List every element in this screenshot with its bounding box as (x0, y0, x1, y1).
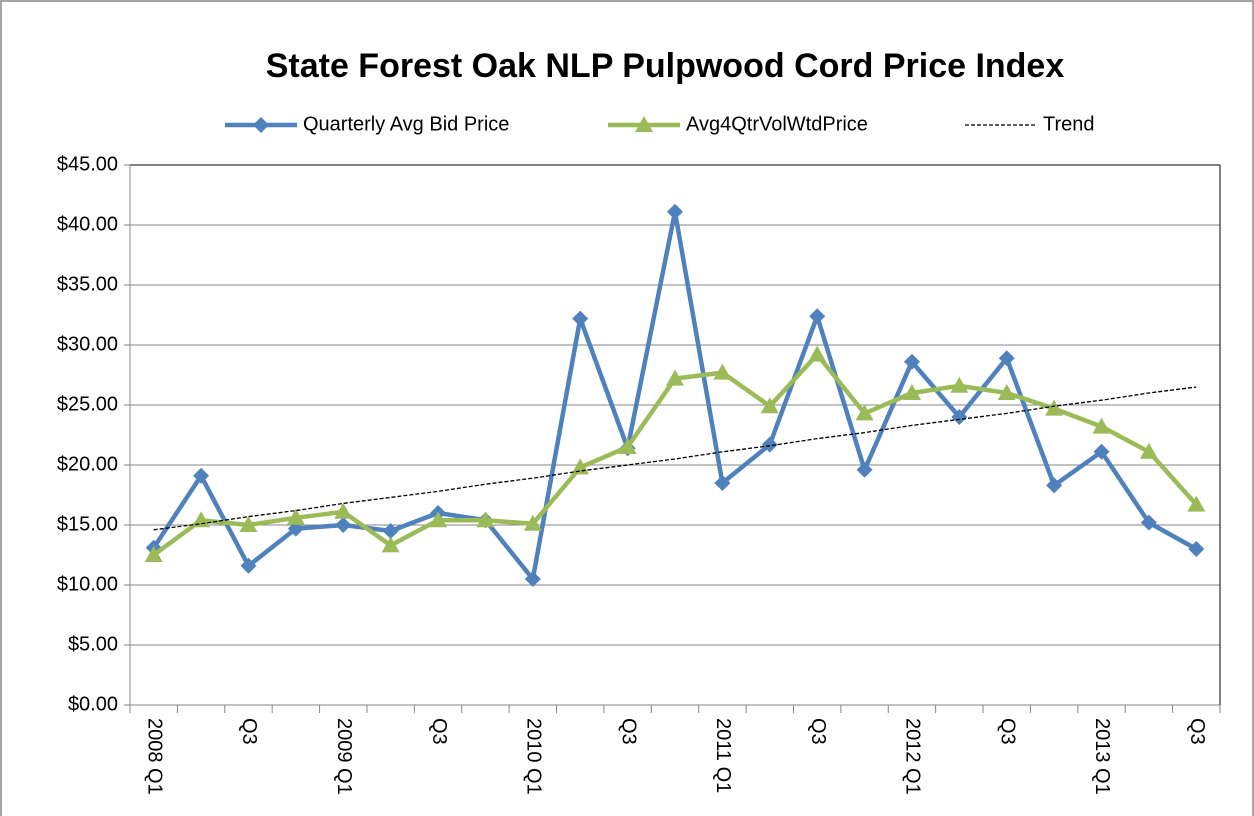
x-tick-label: Q3 (238, 718, 260, 745)
data-point (144, 546, 163, 562)
data-point (1093, 443, 1110, 460)
x-tick-label: 2010 Q1 (523, 718, 545, 795)
data-point (713, 363, 732, 380)
data-point (429, 511, 448, 528)
y-tick-label: $5.00 (68, 633, 118, 655)
data-point (761, 436, 778, 453)
data-point (381, 536, 400, 553)
x-tick-label: Q3 (617, 718, 639, 745)
y-tick-label: $10.00 (57, 573, 118, 595)
x-tick-label: 2011 Q1 (712, 718, 734, 793)
data-point (1140, 514, 1157, 531)
data-point (240, 557, 257, 574)
x-tick-label: 2013 Q1 (1091, 718, 1113, 795)
y-tick-label: $0.00 (68, 693, 118, 715)
x-tick-label: Q3 (1186, 718, 1208, 745)
data-point (476, 511, 495, 528)
data-point (951, 409, 968, 425)
data-point (856, 461, 873, 478)
data-point (998, 350, 1015, 367)
y-tick-label: $45.00 (57, 153, 118, 175)
data-point (1188, 541, 1205, 557)
data-point (618, 438, 637, 454)
data-point (523, 514, 542, 531)
data-point (192, 511, 211, 528)
data-point (903, 353, 920, 370)
x-tick-label: Q3 (428, 718, 450, 745)
data-point (760, 397, 779, 414)
legend-label: Avg4QtrVolWtdPrice (686, 113, 868, 135)
legend-marker (635, 116, 653, 132)
x-tick-label: Q3 (807, 718, 829, 745)
data-point (666, 369, 684, 386)
trend-line (153, 386, 1197, 531)
data-point (950, 376, 969, 393)
data-point (809, 308, 826, 325)
y-tick-label: $30.00 (57, 333, 118, 355)
data-point (1139, 442, 1158, 459)
legend-marker (253, 117, 269, 133)
data-point (714, 475, 731, 491)
data-point (524, 571, 541, 587)
x-tick-label: 2012 Q1 (902, 718, 924, 795)
data-point (335, 517, 352, 533)
x-tick-label: 2009 Q1 (333, 718, 355, 795)
data-point (286, 508, 305, 525)
y-tick-label: $35.00 (57, 273, 118, 295)
data-point (239, 516, 258, 532)
data-point (334, 502, 353, 519)
y-tick-label: $40.00 (57, 213, 118, 235)
x-tick-label: 2008 Q1 (143, 718, 165, 795)
y-tick-label: $25.00 (57, 393, 118, 415)
y-tick-label: $15.00 (57, 513, 118, 535)
data-point (1046, 477, 1063, 494)
data-point (997, 384, 1016, 400)
data-point (1045, 399, 1064, 416)
data-point (855, 404, 874, 421)
data-point (902, 384, 921, 400)
data-point (382, 523, 399, 539)
data-point (193, 467, 210, 484)
y-tick-label: $20.00 (57, 453, 118, 475)
data-point (1092, 417, 1111, 434)
data-point (1187, 495, 1206, 512)
data-point (667, 203, 683, 220)
data-point (808, 345, 827, 362)
chart-title: State Forest Oak NLP Pulpwood Cord Price… (266, 47, 1065, 85)
x-tick-label: Q3 (996, 718, 1018, 745)
legend-label: Quarterly Avg Bid Price (303, 113, 509, 135)
data-point (572, 310, 589, 327)
legend-label: Trend (1043, 113, 1095, 135)
